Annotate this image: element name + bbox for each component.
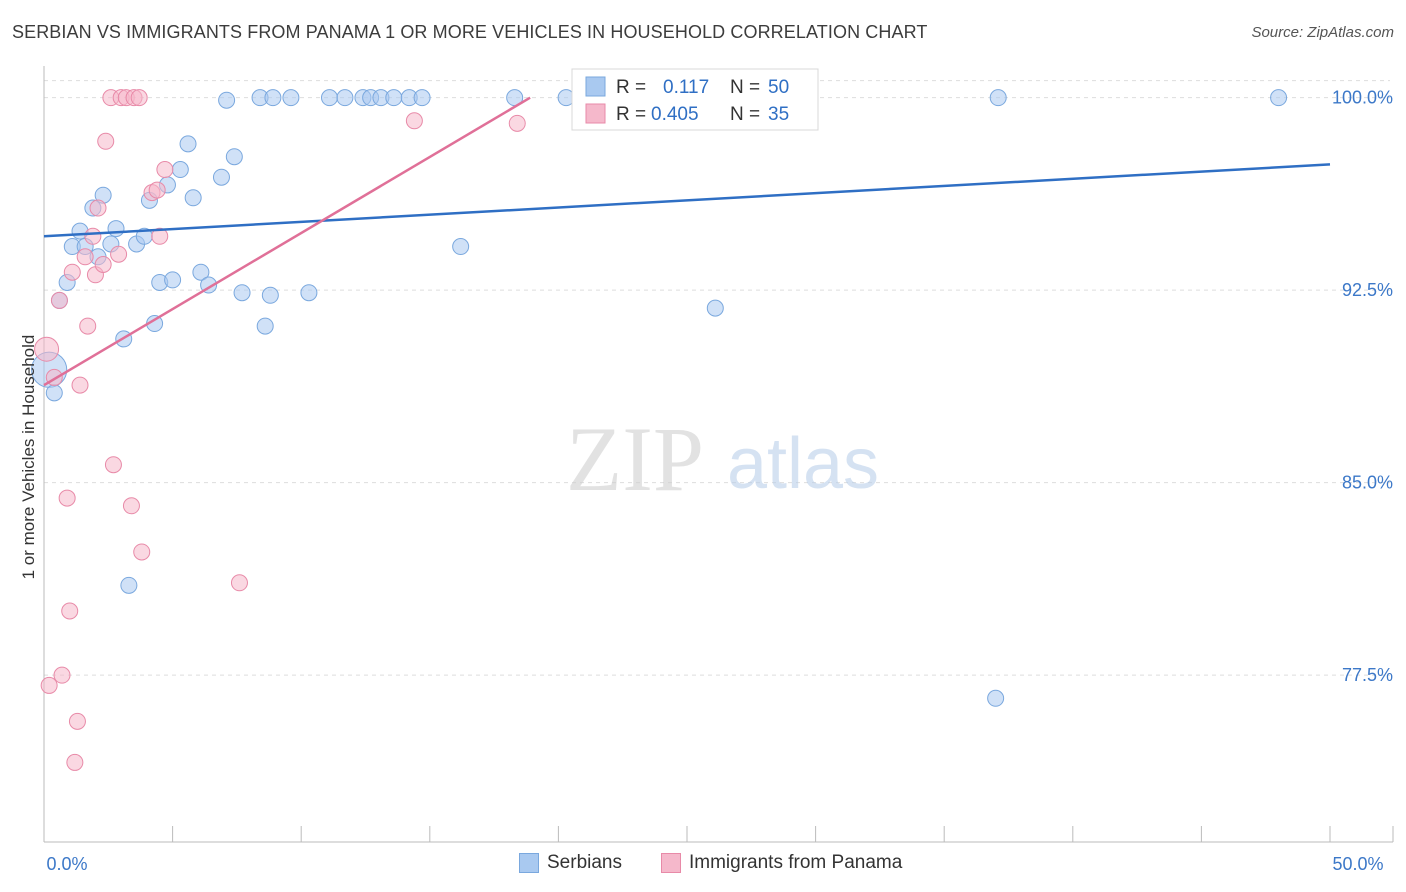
series-serbians-points xyxy=(31,89,1288,707)
panama-point-4 xyxy=(53,666,71,684)
source-credit: Source: ZipAtlas.com xyxy=(1251,24,1394,41)
chart-title: SERBIAN VS IMMIGRANTS FROM PANAMA 1 OR M… xyxy=(12,22,928,42)
serbians-point-27 xyxy=(218,91,236,109)
serbians-point-31 xyxy=(256,317,274,335)
stats-panama-r-label: R = xyxy=(616,104,646,125)
serbians-point-43 xyxy=(413,89,431,107)
y-tick-label-3: 77.5% xyxy=(1342,665,1393,685)
serbians-point-32 xyxy=(261,286,279,304)
panama-point-1 xyxy=(40,676,58,694)
panama-point-5 xyxy=(58,489,76,507)
panama-point-9 xyxy=(68,712,86,730)
panama-point-19 xyxy=(104,456,122,474)
serbians-point-13 xyxy=(120,576,138,594)
x-tick-label-min: 0.0% xyxy=(46,854,87,874)
y-tick-labels: 100.0% 92.5% 85.0% 77.5% xyxy=(1332,88,1393,686)
panama-point-6 xyxy=(61,602,79,620)
stats-panama-n-value: 35 xyxy=(768,104,789,125)
legend-label-serbians: Serbians xyxy=(547,852,622,873)
watermark-zip: ZIP xyxy=(566,408,704,510)
panama-point-11 xyxy=(76,248,94,266)
y-tick-label-1: 92.5% xyxy=(1342,280,1393,300)
panama-point-12 xyxy=(79,317,97,335)
panama-point-28 xyxy=(148,181,166,199)
serbians-point-36 xyxy=(320,89,338,107)
trend-line-panama xyxy=(43,96,531,387)
stats-serbians-n-label: N = xyxy=(730,77,760,98)
y-tick-label-0: 100.0% xyxy=(1332,88,1393,108)
serbians-point-29 xyxy=(233,284,251,302)
stats-box-frame xyxy=(571,68,819,131)
panama-point-31 xyxy=(230,574,248,592)
legend-item-panama[interactable]: Immigrants from Panama xyxy=(661,852,902,874)
axes xyxy=(43,66,1394,843)
serbians-point-35 xyxy=(300,284,318,302)
series-panama-points xyxy=(34,89,729,771)
watermark-atlas: atlas xyxy=(727,424,879,504)
serbians-point-41 xyxy=(385,89,403,107)
stats-panama-n-label: N = xyxy=(730,104,760,125)
panama-point-25 xyxy=(130,89,148,107)
serbians-point-20 xyxy=(164,271,182,289)
serbians-point-28 xyxy=(225,148,243,166)
serbians-point-22 xyxy=(179,135,197,153)
y-tick-label-2: 85.0% xyxy=(1342,473,1393,493)
panama-point-8 xyxy=(66,753,84,771)
panama-point-29 xyxy=(151,227,169,245)
legend-label-panama: Immigrants from Panama xyxy=(689,852,903,873)
serbians-point-23 xyxy=(184,189,202,207)
serbians-point-37 xyxy=(336,89,354,107)
legend-item-serbians[interactable]: Serbians xyxy=(519,852,622,874)
serbians-point-11 xyxy=(107,220,125,238)
panama-point-17 xyxy=(97,132,115,150)
panama-point-32 xyxy=(405,112,423,130)
panama-point-16 xyxy=(94,256,112,273)
serbians-point-26 xyxy=(212,168,230,186)
serbians-point-33 xyxy=(264,89,282,107)
trend-line-serbians xyxy=(43,163,1331,238)
stats-serbians-n-value: 50 xyxy=(768,77,789,98)
panama-point-0 xyxy=(34,336,60,362)
serbians-point-50 xyxy=(1270,89,1288,107)
y-axis-label: 1 or more Vehicles in Household xyxy=(19,335,38,580)
panama-point-13 xyxy=(84,227,102,245)
panama-point-33 xyxy=(508,114,526,132)
stats-serbians-r-label: R = xyxy=(616,77,646,98)
panama-point-23 xyxy=(122,497,140,515)
panama-point-26 xyxy=(133,543,151,561)
panama-point-15 xyxy=(89,199,107,217)
serbians-point-34 xyxy=(282,89,300,107)
panama-point-20 xyxy=(110,245,128,263)
legend-swatch-panama xyxy=(661,853,681,873)
serbians-point-47 xyxy=(706,299,724,317)
stats-serbians-r-value: 0.117 xyxy=(663,77,709,98)
stats-swatch-panama xyxy=(585,103,606,124)
serbians-point-1 xyxy=(45,384,63,402)
panama-point-30 xyxy=(156,161,174,179)
x-tick-label-max: 50.0% xyxy=(1332,854,1383,874)
serbians-point-24 xyxy=(192,263,210,281)
serbians-point-48 xyxy=(987,689,1005,707)
serbians-point-44 xyxy=(452,238,470,256)
stats-swatch-serbians xyxy=(585,76,606,97)
panama-point-3 xyxy=(50,291,68,309)
serbians-point-21 xyxy=(171,161,189,179)
stats-box: R = 0.117 N = 50 R = 0.405 N = 35 xyxy=(571,68,819,131)
panama-point-7 xyxy=(63,263,81,281)
stats-panama-r-value: 0.405 xyxy=(651,104,699,125)
panama-point-10 xyxy=(71,376,89,394)
legend-swatch-serbians xyxy=(519,853,539,873)
serbians-point-49 xyxy=(989,89,1007,107)
